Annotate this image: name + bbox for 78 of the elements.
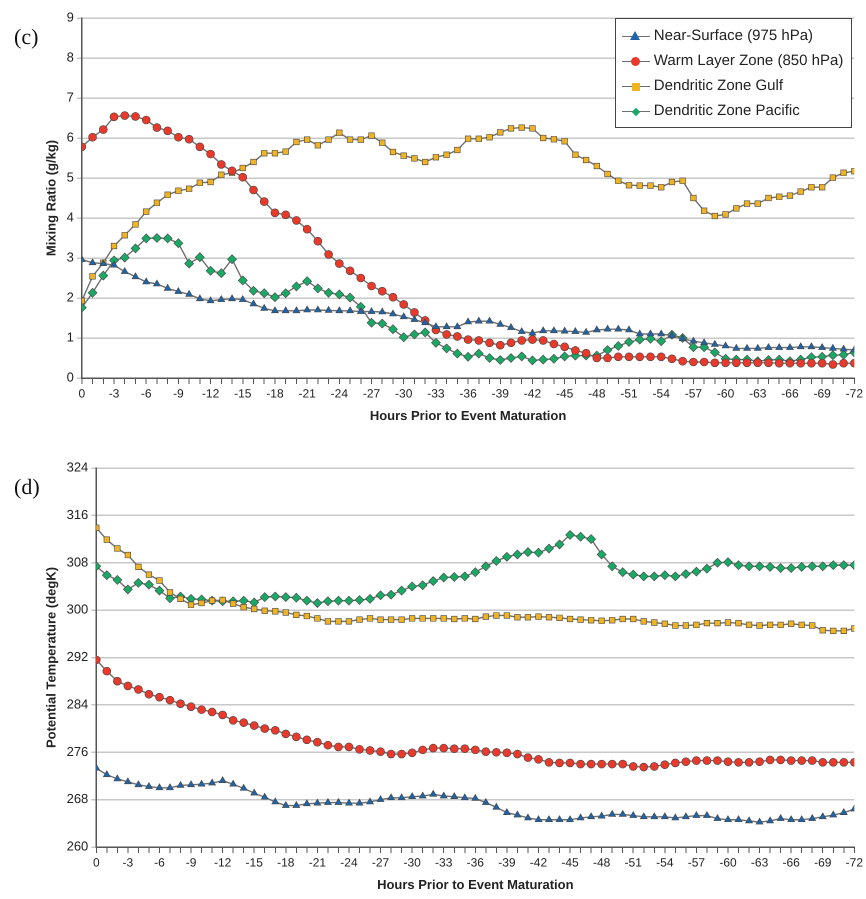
x-tick-label: -57: [684, 386, 702, 401]
y-tick-label: 316: [66, 506, 88, 522]
x-tick-label: -57: [688, 856, 706, 870]
y-tick-label: 3: [66, 250, 74, 265]
x-tick-label: -45: [556, 386, 574, 401]
x-tick-label: -6: [154, 856, 166, 870]
x-tick-label: -36: [459, 386, 478, 401]
x-tick-label: -63: [749, 386, 767, 401]
legend-label: Near-Surface (975 hPa): [654, 27, 814, 44]
y-tick-label: 7: [66, 90, 74, 105]
x-tick-label: -54: [652, 386, 670, 401]
x-tick-label: -39: [498, 856, 516, 870]
y-tick-label: 292: [66, 649, 88, 664]
y-tick-label: 4: [66, 210, 74, 225]
x-tick-label: -36: [466, 856, 484, 870]
y-tick-label: 9: [66, 10, 74, 25]
x-tick-label: -72: [846, 386, 864, 401]
y-axis-title: Potential Temperature (degK): [43, 566, 58, 748]
x-tick-label: -21: [298, 386, 316, 401]
x-tick-label: -9: [173, 386, 184, 401]
x-tick-label: -45: [561, 856, 580, 870]
x-tick-label: -69: [813, 386, 832, 401]
legend-label: Dendritic Zone Pacific: [654, 102, 800, 119]
x-tick-label: -15: [246, 856, 264, 870]
y-tick-label: 2: [66, 290, 74, 305]
x-tick-label: -72: [846, 856, 864, 870]
y-axis-title: Mixing Ratio (g/kg): [43, 140, 58, 256]
y-tick-label: 1: [66, 330, 74, 345]
x-tick-label: 0: [92, 856, 100, 870]
x-tick-label: -3: [108, 386, 120, 401]
x-tick-label: -12: [214, 856, 232, 870]
x-tick-label: -24: [330, 386, 348, 401]
x-tick-label: -63: [750, 856, 769, 870]
x-tick-label: -18: [266, 386, 284, 401]
x-tick-label: -9: [186, 856, 197, 870]
x-tick-label: -24: [340, 856, 358, 870]
chart-title: (d): [14, 474, 40, 500]
x-tick-label: -42: [524, 386, 542, 401]
x-tick-label: -66: [782, 856, 800, 870]
x-tick-label: -48: [592, 856, 611, 870]
y-tick-label: 8: [66, 50, 74, 65]
x-tick-label: -66: [781, 386, 799, 401]
x-tick-label: -27: [362, 386, 381, 401]
x-tick-label: -51: [624, 856, 642, 870]
x-tick-label: -27: [372, 856, 390, 870]
chart-title: (c): [14, 24, 38, 50]
x-axis-title: Hours Prior to Event Maturation: [377, 876, 574, 892]
x-tick-label: -60: [716, 386, 735, 401]
x-tick-label: -48: [588, 386, 606, 401]
x-tick-label: -3: [122, 856, 134, 870]
y-tick-label: 308: [66, 554, 88, 570]
x-tick-label: -51: [620, 386, 638, 401]
x-tick-label: -33: [435, 856, 453, 870]
y-tick-label: 268: [66, 791, 88, 806]
x-tick-label: -69: [814, 856, 832, 870]
x-tick-label: -30: [395, 386, 413, 401]
x-axis-title: Hours Prior to Event Maturation: [370, 408, 566, 423]
x-tick-label: -42: [530, 856, 548, 870]
y-tick-label: 260: [66, 838, 88, 854]
y-tick-label: 6: [66, 130, 74, 145]
y-tick-label: 300: [66, 602, 88, 617]
x-tick-label: -12: [202, 386, 220, 401]
x-tick-label: -6: [140, 386, 152, 401]
x-tick-label: -30: [403, 856, 422, 870]
y-tick-label: 5: [66, 170, 74, 185]
legend-label: Dendritic Zone Gulf: [654, 77, 784, 94]
x-tick-label: -15: [234, 386, 252, 401]
x-tick-label: -39: [492, 386, 510, 401]
x-tick-label: -54: [656, 856, 674, 870]
y-tick-label: 284: [66, 696, 88, 712]
x-tick-label: -60: [719, 856, 737, 870]
y-tick-label: 324: [66, 460, 88, 475]
legend-label: Warm Layer Zone (850 hPa): [654, 52, 844, 69]
y-tick-label: 0: [66, 370, 74, 385]
x-tick-label: -21: [308, 856, 326, 870]
y-tick-label: 276: [66, 744, 88, 759]
x-tick-label: -33: [427, 386, 445, 401]
x-tick-label: -18: [277, 856, 295, 870]
